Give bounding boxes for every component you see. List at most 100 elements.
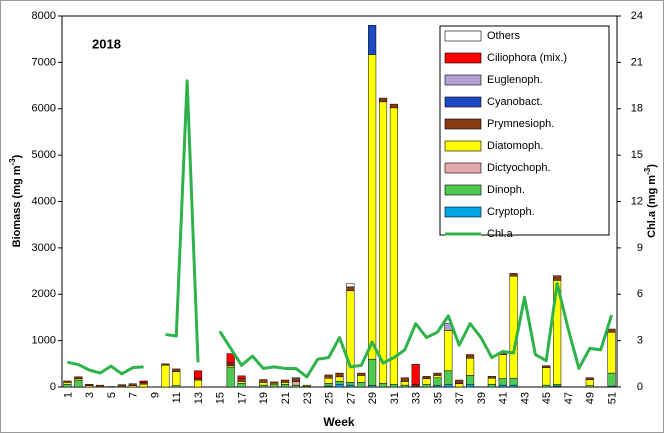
- bar-segment: [585, 379, 594, 386]
- bar-segment: [324, 377, 333, 384]
- bar-segment: [346, 286, 355, 291]
- y-tick-label: 7000: [32, 56, 56, 68]
- label-part: ): [11, 154, 23, 158]
- bar-segment: [509, 384, 518, 388]
- bar-segment: [335, 376, 344, 382]
- bar-segment: [378, 383, 388, 388]
- x-tick-label: 13: [193, 392, 205, 404]
- bar-segment: [553, 383, 562, 387]
- bar-segment: [487, 383, 496, 388]
- x-tick-label: 31: [389, 392, 401, 404]
- bar-segment: [74, 379, 83, 388]
- legend-label: Ciliophora (mix.): [487, 52, 567, 64]
- x-tick-label: 51: [606, 392, 618, 404]
- bar-segment: [281, 382, 290, 385]
- bar-segment: [509, 273, 518, 277]
- bar-segment: [422, 383, 431, 388]
- bar-segment: [270, 381, 279, 384]
- bar-segment: [335, 381, 344, 385]
- x-tick-label: 47: [563, 392, 575, 404]
- x-tick-label: 43: [519, 392, 531, 404]
- legend-swatch: [444, 52, 482, 64]
- bar-segment: [433, 377, 442, 386]
- bar-segment: [226, 362, 235, 366]
- bar-segment: [498, 384, 507, 388]
- x-tick-label: 5: [106, 392, 118, 398]
- bar-segment: [444, 370, 453, 385]
- x-tick-label: 3: [84, 392, 96, 398]
- y-tick-label: 5000: [32, 149, 56, 161]
- y2-tick-label: 6: [637, 288, 643, 300]
- legend-label: Prymnesioph.: [487, 118, 554, 130]
- label-part: Chl.a (mg m: [646, 175, 658, 238]
- bar-segment: [226, 353, 235, 364]
- bar-segment: [455, 379, 464, 385]
- chart-title: 2018: [92, 36, 121, 51]
- x-tick-label: 37: [454, 392, 466, 404]
- y2-tick-label: 24: [631, 10, 643, 22]
- bar-segment: [542, 384, 551, 388]
- bar-segment: [237, 375, 246, 379]
- y2-tick-label: 9: [637, 242, 643, 254]
- bar-segment: [498, 378, 507, 386]
- bar-segment: [607, 372, 616, 387]
- bar-segment: [281, 383, 290, 388]
- bar-segment: [291, 378, 301, 382]
- legend-swatch: [444, 162, 482, 174]
- legend-swatch: [444, 118, 482, 130]
- bar-segment: [161, 363, 170, 366]
- y2-tick-label: 12: [631, 195, 643, 207]
- bar-segment: [139, 383, 148, 388]
- x-axis-label: Week: [323, 415, 354, 429]
- bar-segment: [117, 384, 126, 387]
- bar-segment: [259, 379, 268, 383]
- bar-segment: [444, 330, 453, 372]
- legend-label: Others: [487, 30, 521, 42]
- y2-tick-label: 3: [637, 335, 643, 347]
- bar-segment: [63, 383, 72, 388]
- x-tick-label: 7: [128, 392, 140, 398]
- bar-segment: [226, 366, 235, 388]
- y-tick-label: 2000: [32, 288, 56, 300]
- bar-segment: [509, 275, 518, 379]
- bar-segment: [346, 384, 355, 388]
- legend-label: Chl.a: [487, 228, 514, 240]
- x-tick-label: 21: [280, 392, 292, 404]
- bar-segment: [335, 372, 344, 378]
- bar-segment: [498, 354, 507, 379]
- x-tick-label: 23: [302, 392, 314, 404]
- bar-segment: [139, 380, 148, 383]
- bar-segment: [172, 368, 181, 372]
- bar-segment: [607, 332, 616, 374]
- legend-label: Diatomoph.: [487, 140, 543, 152]
- bar-segment: [96, 384, 105, 388]
- bar-segment: [368, 54, 377, 360]
- x-tick-label: 25: [324, 392, 336, 404]
- legend-label: Dictyochoph.: [487, 162, 551, 174]
- bar-segment: [281, 379, 290, 383]
- legend-label: Cryptoph.: [487, 206, 535, 218]
- bar-segment: [357, 382, 366, 388]
- bar-segment: [324, 374, 333, 379]
- y2-tick-label: 15: [631, 149, 643, 161]
- bar-segment: [291, 377, 301, 379]
- x-tick-label: 29: [367, 392, 379, 404]
- bar-segment: [74, 376, 83, 379]
- y2-axis-label: Chl.a (mg m-3): [643, 164, 658, 238]
- bar-segment: [400, 381, 409, 386]
- bar-segment: [487, 377, 496, 385]
- x-tick-label: 15: [215, 392, 227, 404]
- bar-segment: [542, 365, 551, 368]
- bar-segment: [553, 275, 562, 281]
- y2-tick-label: 0: [637, 381, 643, 393]
- bar-segment: [585, 377, 594, 380]
- bar-segment: [509, 377, 518, 386]
- bar-segment: [400, 384, 409, 388]
- bar-segment: [433, 375, 442, 378]
- bar-segment: [357, 375, 366, 383]
- legend-swatch: [444, 206, 482, 218]
- x-tick-label: 45: [541, 392, 553, 404]
- bar-segment: [466, 354, 475, 359]
- bar-segment: [389, 383, 398, 388]
- legend-label: Euglenoph.: [487, 74, 543, 86]
